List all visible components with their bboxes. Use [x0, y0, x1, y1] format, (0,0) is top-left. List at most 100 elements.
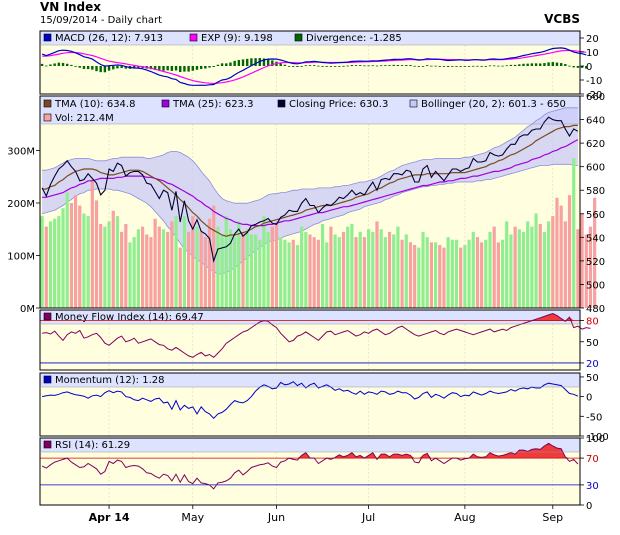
volume-bar	[358, 231, 362, 308]
legend-label: Momentum (12): 1.28	[55, 375, 165, 386]
volume-bar	[153, 218, 157, 308]
divergence-bar	[472, 65, 475, 67]
volume-tick-label: 0M	[20, 304, 35, 315]
volume-bar	[509, 234, 513, 308]
divergence-bar	[442, 66, 446, 67]
volume-bar	[136, 229, 140, 308]
divergence-bar	[262, 58, 266, 66]
volume-bar	[195, 226, 199, 308]
volume-bar	[526, 221, 530, 308]
divergence-bar	[513, 64, 517, 66]
divergence-bar	[375, 65, 379, 67]
volume-bar	[78, 205, 82, 308]
volume-bar	[442, 247, 446, 308]
panel-legend-bar-momentum	[40, 373, 580, 387]
divergence-bar	[66, 63, 69, 66]
divergence-bar	[576, 66, 580, 68]
chart-title: VN Index	[40, 0, 101, 14]
volume-bar	[367, 229, 371, 308]
divergence-bar	[480, 66, 483, 67]
volume-bar	[454, 239, 459, 308]
volume-bar	[249, 234, 253, 308]
volume-bar	[128, 242, 132, 308]
divergence-bar	[518, 64, 521, 66]
legend-swatch	[43, 440, 52, 449]
divergence-bar	[287, 66, 291, 67]
volume-bar	[270, 226, 274, 308]
volume-bar	[103, 226, 107, 308]
y-tick-label: 50	[586, 373, 599, 384]
volume-bar	[245, 229, 249, 308]
volume-bar	[362, 237, 367, 308]
divergence-bar	[405, 65, 408, 66]
volume-bar	[471, 231, 475, 308]
mfi-line	[42, 312, 591, 358]
volume-bar	[262, 216, 266, 308]
divergence-bar	[501, 65, 504, 67]
divergence-bar	[484, 66, 488, 67]
volume-bar	[341, 231, 346, 308]
divergence-bar	[539, 63, 542, 66]
divergence-bar	[300, 66, 303, 67]
y-tick-label: -100	[586, 432, 609, 443]
y-tick-label: 640	[586, 116, 605, 127]
volume-bar	[567, 195, 572, 308]
divergence-bar	[271, 60, 274, 66]
divergence-bar	[132, 66, 136, 69]
volume-bar	[237, 221, 241, 308]
divergence-bar	[400, 65, 404, 66]
volume-bar	[203, 237, 207, 308]
panel-border-price	[39, 95, 581, 309]
volume-bar	[467, 239, 471, 308]
divergence-bar	[568, 65, 571, 67]
y-tick-label: 100	[586, 434, 605, 445]
divergence-bar	[547, 62, 550, 66]
legend-label: TMA (25): 623.3	[172, 99, 253, 110]
divergence-bar	[417, 66, 421, 67]
divergence-bar	[438, 66, 441, 67]
volume-bar	[584, 234, 588, 308]
legend-swatch	[409, 99, 418, 108]
x-tick-label: Jun	[267, 511, 285, 524]
volume-bar	[488, 231, 492, 308]
divergence-bar	[555, 62, 559, 66]
divergence-bar	[409, 65, 412, 66]
divergence-bar	[57, 62, 61, 66]
divergence-bar	[158, 66, 161, 71]
divergence-bar	[99, 66, 102, 73]
volume-bar	[480, 242, 484, 308]
volume-bar	[166, 231, 170, 308]
divergence-bar	[585, 66, 588, 69]
volume-bar	[387, 231, 392, 308]
volume-bar	[371, 231, 375, 308]
divergence-bar	[384, 65, 387, 66]
panel-legend-bar-price	[40, 96, 580, 124]
volume-tick-label: 100M	[7, 252, 35, 263]
y-tick-label: -50	[586, 412, 602, 423]
y-tick-label: 520	[586, 257, 605, 268]
volume-bar	[316, 239, 320, 308]
divergence-bar	[564, 64, 567, 66]
divergence-bar	[292, 66, 295, 67]
divergence-bar	[543, 63, 546, 66]
divergence-bar	[266, 59, 270, 66]
bollinger-lower-line	[41, 163, 578, 275]
y-tick-label: 20	[586, 34, 599, 45]
divergence-bar	[124, 66, 128, 69]
volume-bar	[220, 234, 224, 308]
legend-swatch	[294, 33, 303, 42]
volume-bar	[124, 224, 128, 308]
y-tick-label: 660	[586, 92, 605, 103]
divergence-bar	[112, 66, 115, 70]
volume-bar	[279, 237, 283, 308]
volume-bar	[94, 200, 99, 308]
volume-bar	[170, 221, 174, 308]
divergence-bar	[354, 65, 358, 66]
volume-bar	[207, 218, 212, 308]
divergence-bar	[91, 66, 94, 70]
volume-bar	[82, 213, 86, 308]
volume-bar	[438, 245, 442, 308]
legend-label: MACD (26, 12): 7.913	[55, 33, 163, 44]
volume-bar	[375, 221, 379, 308]
